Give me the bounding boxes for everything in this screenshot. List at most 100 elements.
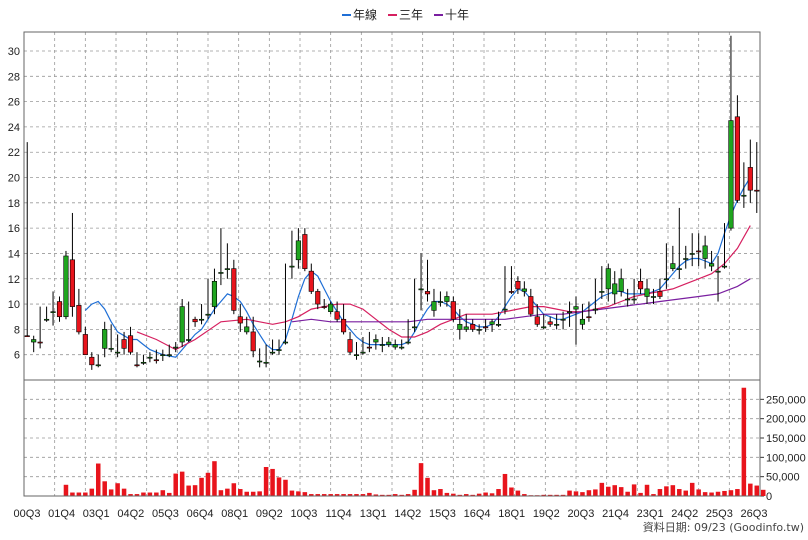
volume-bar [483, 492, 488, 496]
volume-bar [444, 492, 450, 496]
candle-body [683, 258, 689, 260]
candle-body [644, 288, 650, 297]
candle-body [676, 268, 682, 270]
candle-body [205, 313, 211, 316]
volume-bar [509, 487, 514, 496]
candle-body [392, 344, 398, 348]
volume-bar [728, 490, 734, 496]
candle-body [386, 341, 392, 345]
candle-body [140, 361, 146, 364]
price-tick-label: 8 [14, 324, 20, 336]
candle-body [218, 272, 224, 274]
candle-body [747, 167, 753, 191]
candle-body [599, 291, 605, 293]
candle-body [573, 306, 579, 310]
candle-body [657, 291, 663, 297]
candle-body [89, 356, 95, 366]
candle-body [360, 351, 366, 354]
volume-bar [154, 492, 159, 496]
volume-bar [541, 494, 546, 496]
candle-body [82, 334, 88, 355]
candle-body [341, 318, 347, 333]
candle-body [689, 253, 695, 255]
volume-bar [321, 494, 327, 496]
candle-body [476, 329, 482, 331]
time-tick-label: 19Q2 [533, 508, 560, 520]
candle-body [450, 301, 456, 320]
candle-body [495, 324, 502, 326]
price-tick-label: 28 [8, 71, 20, 83]
candle-body [127, 335, 134, 353]
candle-body [625, 298, 631, 301]
candle-body [534, 316, 540, 325]
volume-tick-label: 150,000 [766, 433, 806, 445]
volume-bar [554, 494, 559, 496]
volume-bar [225, 488, 230, 496]
volume-bar [438, 489, 443, 496]
time-tick-label: 16Q4 [464, 508, 491, 520]
volume-bar [173, 473, 178, 496]
volume-bar [212, 461, 217, 496]
volume-tick-label: 100,000 [766, 452, 806, 464]
candle-body [508, 291, 514, 293]
candle-body [444, 296, 450, 302]
volume-bar [283, 479, 288, 496]
volume-bar [392, 494, 398, 496]
price-tick-label: 18 [8, 198, 20, 210]
volume-bar [457, 494, 463, 496]
time-tick-label: 13Q1 [360, 508, 387, 520]
volume-bar [618, 487, 624, 496]
candle-body [69, 259, 75, 307]
volume-tick-label: 250,000 [766, 394, 806, 406]
volume-bar [741, 387, 747, 496]
volume-bar [218, 490, 224, 496]
volume-bar [502, 473, 508, 496]
candle-body [115, 351, 121, 354]
price-tick-label: 30 [8, 46, 20, 58]
price-tick-label: 22 [8, 147, 20, 159]
volume-bar [573, 491, 579, 496]
candle-body [547, 321, 553, 325]
candle-body [470, 324, 476, 330]
volume-bar [689, 482, 695, 496]
volume-bar [722, 490, 727, 496]
volume-bar [657, 489, 663, 496]
candle-body [541, 326, 547, 329]
ma-line [291, 278, 751, 323]
time-tick-label: 24Q2 [671, 508, 698, 520]
volume-axis: 0 50,000 100,000 150,000 200,000 250,000 [760, 394, 806, 503]
time-axis: 00Q3 01Q4 03Q1 04Q2 05Q3 06Q4 08Q1 09Q2 10Q3 11Q4… [14, 508, 768, 520]
candle-body [257, 360, 263, 363]
candle-body [457, 324, 463, 330]
volume-bar [664, 486, 669, 496]
candle-body [399, 346, 405, 349]
volume-bar [108, 489, 114, 496]
volume-bar [83, 492, 88, 496]
candle-body [579, 318, 586, 325]
volume-bar [586, 490, 592, 496]
ma-line [84, 177, 751, 358]
candle-body [566, 311, 573, 313]
candle-body [282, 341, 289, 344]
candle-body [302, 234, 308, 269]
candle-body [186, 339, 192, 341]
candle-body [424, 291, 431, 295]
volume-bar [76, 492, 82, 496]
volume-bar [515, 490, 521, 496]
volume-bar [644, 484, 650, 496]
volume-bar [709, 492, 714, 496]
candle-body [702, 245, 708, 259]
volume-bar [250, 491, 256, 496]
candle-body [463, 326, 469, 330]
volume-bar [412, 489, 417, 496]
volume-bar [683, 490, 689, 496]
volume-bar [735, 489, 740, 496]
candle-body [244, 326, 250, 333]
candle-body [276, 349, 282, 351]
candle-body [50, 311, 56, 313]
candle-body [650, 296, 657, 298]
volume-bar [263, 467, 269, 496]
candle-body [295, 240, 301, 261]
candle-body [134, 364, 140, 367]
candle-body [192, 318, 198, 323]
